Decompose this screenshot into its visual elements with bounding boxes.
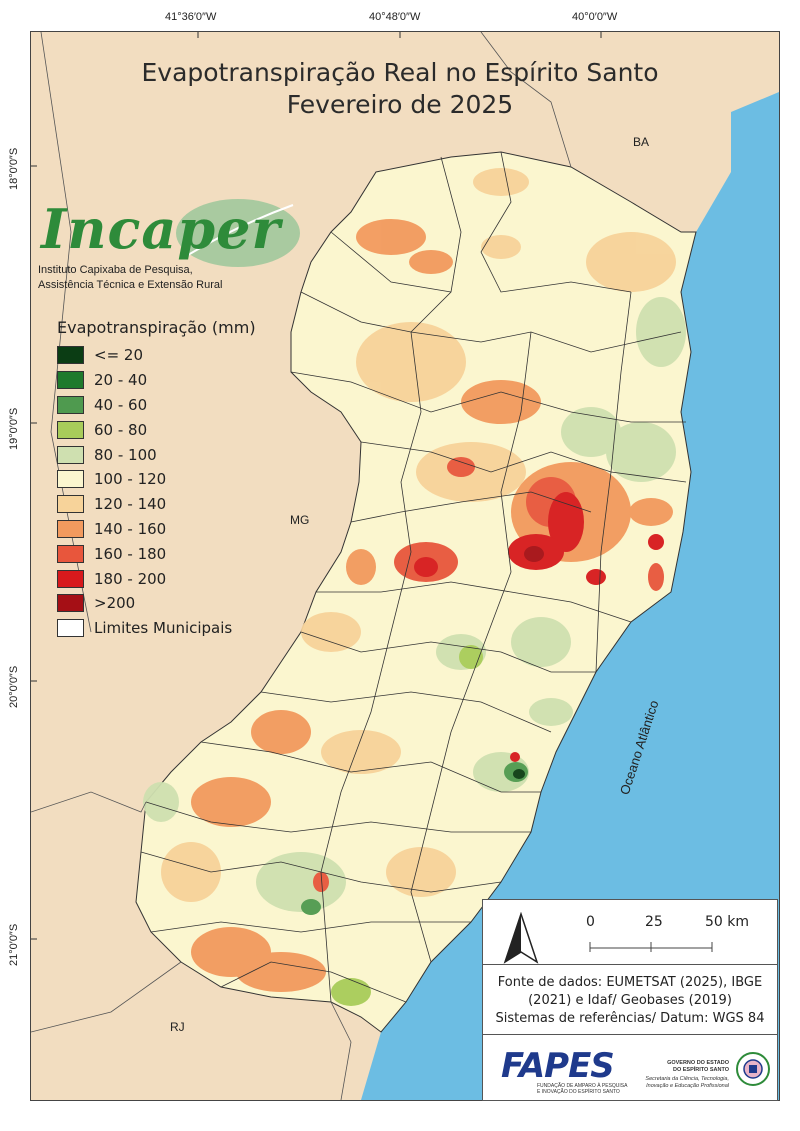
legend-label: 140 - 160: [94, 519, 167, 538]
legend-items: <= 20 20 - 40 40 - 60 60 - 80 80 - 100 100 - …: [57, 343, 256, 641]
legend-title: Evapotranspiração (mm): [57, 318, 256, 337]
legend-label: 180 - 200: [94, 569, 167, 588]
legend-label: 160 - 180: [94, 544, 167, 563]
raster-patches: [143, 168, 686, 1006]
coord-left-4: 21°0′0″S: [8, 923, 20, 966]
legend-swatch: [57, 420, 84, 439]
legend-item: 180 - 200: [57, 566, 256, 591]
legend-label: 100 - 120: [94, 470, 167, 489]
fapes-logo: FAPES: [501, 1046, 615, 1086]
coord-top-2: 40°48′0″W: [369, 11, 421, 23]
map-title-line2: Fevereiro de 2025: [286, 90, 514, 119]
fapes-subtitle-2: E INOVAÇÃO DO ESPÍRITO SANTO: [537, 1089, 620, 1095]
incaper-word-inca: Inca: [41, 197, 178, 261]
legend-item: 20 - 40: [57, 368, 256, 393]
legend-label: <= 20: [94, 346, 143, 365]
legend-swatch: [57, 445, 84, 464]
legend-label: 40 - 60: [94, 395, 148, 414]
legend-swatch: [57, 594, 84, 613]
scale-label-0: 0: [586, 914, 595, 930]
legend-item: 120 - 140: [57, 492, 256, 517]
legend-item: 100 - 120: [57, 467, 256, 492]
region-label-rj: RJ: [170, 1020, 185, 1034]
gov-line-3: Secretaria da Ciência, Tecnologia,: [645, 1076, 729, 1082]
legend-swatch: [57, 371, 84, 390]
incaper-logo: Incaper Instituto Capixaba de Pesquisa, …: [38, 195, 308, 295]
fapes-subtitle-1: FUNDAÇÃO DE AMPARO À PESQUISA: [537, 1083, 628, 1089]
legend-item: 40 - 60: [57, 393, 256, 418]
legend-swatch: [57, 470, 84, 489]
legend-swatch: [57, 544, 84, 563]
region-label-mg: MG: [290, 513, 310, 527]
leaf-icon: [176, 199, 300, 267]
legend-swatch: [57, 495, 84, 514]
legend-swatch: [57, 519, 84, 538]
incaper-subtitle-2: Assistência Técnica e Extensão Rural: [38, 279, 223, 291]
legend-item: Limites Municipais: [57, 616, 256, 641]
legend-item: 60 - 80: [57, 417, 256, 442]
legend-item: 80 - 100: [57, 442, 256, 467]
state-coat-of-arms-icon: [736, 1052, 770, 1086]
legend-swatch: [57, 346, 84, 365]
legend-item: 160 - 180: [57, 541, 256, 566]
incaper-subtitle-1: Instituto Capixaba de Pesquisa,: [38, 264, 193, 276]
scale-label-25: 25: [645, 914, 663, 930]
map-canvas[interactable]: [31, 32, 779, 1100]
info-divider-2: [483, 1034, 777, 1035]
graticule-ticks: [31, 32, 602, 940]
source-line-3: Sistemas de referências/ Datum: WGS 84: [495, 1011, 765, 1026]
gov-line-4: Inovação e Educação Profissional: [646, 1083, 729, 1089]
source-line-1: Fonte de dados: EUMETSAT (2025), IBGE: [497, 975, 763, 990]
map-frame: [30, 31, 780, 1101]
source-line-2: (2021) e Idaf/ Geobases (2019): [528, 993, 732, 1008]
gov-line-2: DO ESPÍRITO SANTO: [672, 1067, 729, 1073]
coord-left-3: 20°0′0″S: [8, 665, 20, 708]
legend-swatch: [57, 569, 84, 588]
region-label-ba: BA: [633, 135, 650, 149]
legend-label: 60 - 80: [94, 420, 148, 439]
legend-label: Limites Municipais: [94, 619, 233, 638]
legend-item: 140 - 160: [57, 517, 256, 542]
coord-left-1: 18°0′0″S: [8, 147, 20, 190]
legend-label: 80 - 100: [94, 445, 157, 464]
info-divider-1: [483, 964, 777, 965]
legend-swatch: [57, 395, 84, 414]
gov-line-1: GOVERNO DO ESTADO: [667, 1060, 729, 1066]
scale-bar: [589, 942, 713, 952]
fapes-wordmark: FAPES: [501, 1046, 615, 1086]
municipal-boundaries: [140, 151, 687, 1003]
coord-top-1: 41°36′0″W: [165, 11, 217, 23]
legend-label: 20 - 40: [94, 371, 148, 390]
legend-label: >200: [94, 594, 136, 613]
north-arrow-icon: [503, 912, 539, 964]
legend: Evapotranspiração (mm) <= 20 20 - 40 40 - …: [57, 318, 256, 641]
incaper-wordmark: Incaper: [41, 197, 281, 261]
incaper-word-per: per: [177, 197, 281, 261]
legend-item: >200: [57, 591, 256, 616]
coord-top-3: 40°0′0″W: [572, 11, 618, 23]
scale-label-50: 50 km: [705, 914, 750, 930]
state-area: [135, 151, 697, 1033]
info-box: 0 25 50 km Fonte de dados: EUMETSAT (202…: [482, 899, 778, 1101]
legend-swatch: [57, 619, 84, 638]
legend-label: 120 - 140: [94, 495, 167, 514]
coord-left-2: 19°0′0″S: [8, 407, 20, 450]
ocean-area: [361, 92, 779, 1100]
map-title-line1: Evapotranspiração Real no Espírito Santo: [141, 58, 659, 87]
legend-item: <= 20: [57, 343, 256, 368]
